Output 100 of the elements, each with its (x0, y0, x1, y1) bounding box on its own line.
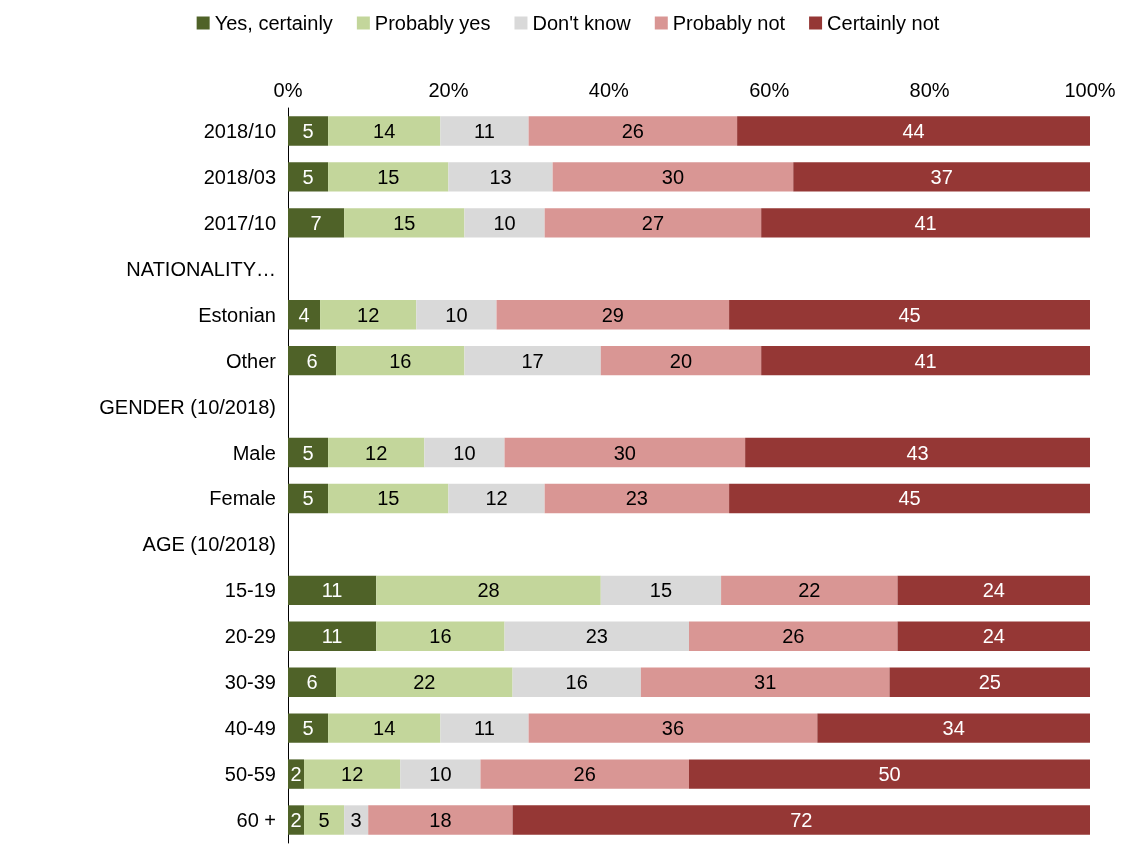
data-label: 10 (493, 211, 516, 234)
data-label: 5 (318, 809, 330, 832)
bar (344, 208, 465, 238)
data-label: 22 (413, 671, 436, 694)
bar (897, 621, 1090, 651)
data-label: 23 (625, 487, 648, 510)
y-tick-label: Other (225, 349, 277, 372)
data-label: 37 (930, 165, 953, 188)
bar (600, 345, 762, 376)
data-label: 5 (302, 441, 314, 464)
legend-label: Don't know (532, 12, 632, 34)
data-label: 11 (321, 579, 343, 602)
data-label: 16 (429, 625, 452, 648)
data-label: 36 (661, 717, 685, 740)
bar (344, 805, 369, 835)
bar (448, 162, 553, 192)
data-label: 5 (302, 119, 314, 142)
bar (512, 805, 1090, 835)
data-label: 24 (982, 579, 1005, 602)
bar (328, 437, 425, 468)
bar (328, 116, 441, 146)
y-tick-label: AGE (10/2018) (142, 533, 276, 556)
data-label: 10 (429, 763, 452, 786)
bar (288, 116, 329, 146)
data-label: 10 (453, 441, 476, 464)
y-tick-label: NATIONALITY… (126, 257, 276, 280)
data-label: 28 (477, 579, 500, 602)
data-label: 16 (565, 671, 588, 694)
bar (328, 162, 449, 192)
data-label: 2 (290, 809, 302, 832)
bar (288, 208, 345, 238)
bar (761, 345, 1090, 376)
data-label: 5 (302, 487, 314, 510)
y-tick-label: Female (209, 487, 276, 510)
data-label: 11 (474, 119, 495, 142)
y-tick-label: 20-29 (224, 625, 276, 648)
data-label: 5 (302, 165, 314, 188)
data-label: 15 (377, 487, 400, 510)
data-label: 30 (661, 165, 685, 188)
legend-label: Yes, certainly (214, 12, 333, 34)
data-label: 14 (373, 717, 396, 740)
data-label: 29 (601, 303, 624, 326)
bar (368, 805, 513, 835)
data-label: 45 (898, 487, 921, 510)
data-label: 10 (445, 303, 468, 326)
bar (544, 208, 762, 238)
bar (496, 300, 730, 330)
x-tick-label: 40% (588, 79, 630, 101)
x-tick-label: 80% (909, 79, 950, 101)
bar (440, 116, 529, 146)
bar (288, 483, 329, 514)
bar (737, 116, 1090, 146)
data-label: 26 (573, 763, 596, 786)
data-label: 7 (310, 211, 322, 234)
legend-label: Probably not (672, 12, 786, 34)
bar (745, 437, 1090, 468)
legend-label: Certainly not (827, 12, 940, 34)
bar (817, 713, 1090, 743)
bar (544, 483, 730, 514)
bar (376, 575, 601, 606)
bar (464, 208, 545, 238)
bar (729, 483, 1090, 514)
y-tick-label: 30-39 (224, 671, 276, 694)
y-tick-label: 2017/10 (203, 211, 276, 234)
bar (889, 667, 1090, 697)
data-label: 5 (302, 717, 314, 740)
x-tick-label: 100% (1064, 79, 1116, 101)
data-label: 26 (621, 119, 644, 142)
data-label: 3 (350, 809, 362, 832)
data-label: 27 (641, 211, 665, 234)
bar (336, 345, 465, 376)
bar (480, 759, 689, 789)
bar (729, 300, 1090, 330)
bar (304, 805, 345, 835)
data-label: 43 (906, 441, 929, 464)
bar (288, 713, 329, 743)
data-label: 12 (365, 441, 388, 464)
data-label: 24 (982, 625, 1005, 648)
bar (376, 621, 505, 651)
y-tick-label: 60 + (236, 809, 276, 832)
data-label: 11 (321, 625, 343, 648)
data-label: 12 (357, 303, 380, 326)
data-label: 15 (393, 211, 416, 234)
data-label: 26 (782, 625, 805, 648)
legend-label: Probably yes (374, 12, 491, 34)
bar (288, 437, 329, 468)
data-label: 16 (389, 349, 412, 372)
data-label: 6 (306, 671, 318, 694)
data-label: 18 (429, 809, 452, 832)
bar (640, 667, 890, 697)
data-label: 44 (902, 119, 925, 142)
bar (328, 713, 441, 743)
bar (528, 116, 738, 146)
bar (504, 437, 746, 468)
bar (552, 162, 794, 192)
data-label: 23 (585, 625, 608, 648)
bar (464, 345, 601, 376)
bar (320, 300, 417, 330)
data-label: 41 (914, 211, 937, 234)
x-tick-label: 20% (428, 79, 469, 101)
